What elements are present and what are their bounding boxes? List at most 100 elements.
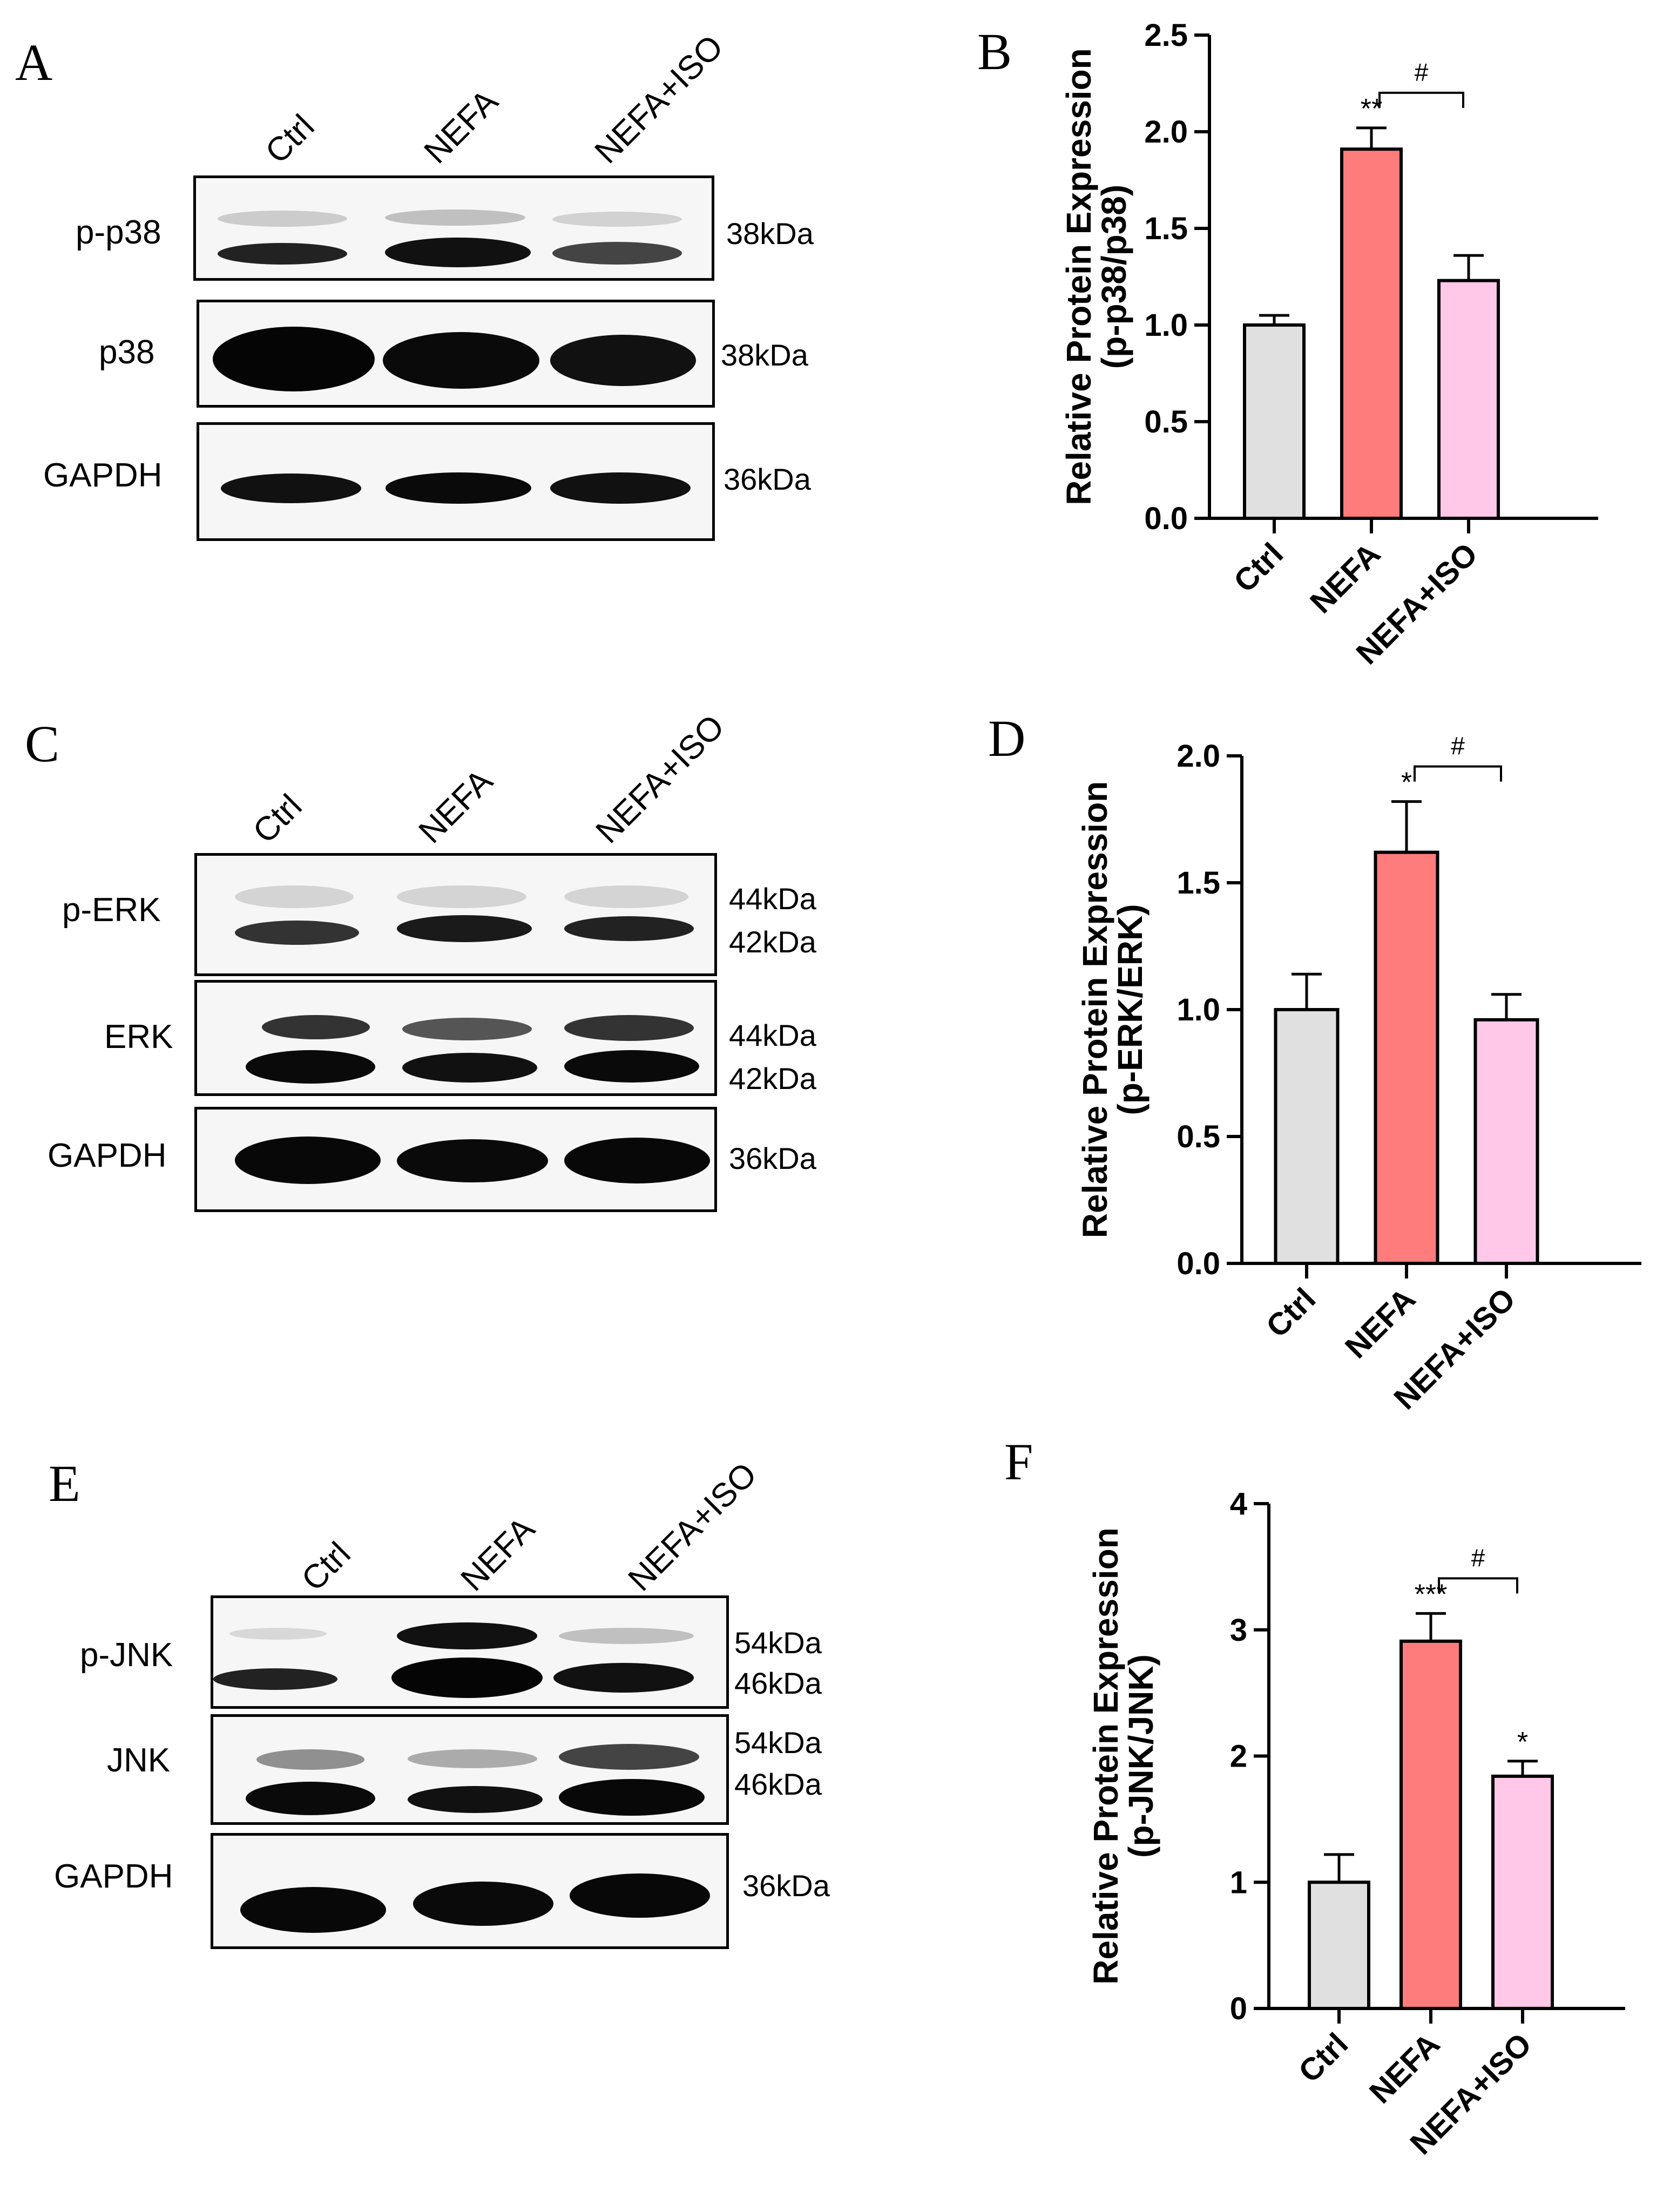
y-axis-label: Relative Protein Expression: [1059, 48, 1098, 505]
band: [552, 242, 682, 265]
x-tick-label: Ctrl: [1260, 1281, 1323, 1344]
kda-label: 42kDa: [729, 925, 816, 959]
bar: [1308, 1880, 1370, 2010]
band: [235, 1137, 381, 1184]
y-axis-label-sub: (p-p38/p38): [1094, 185, 1133, 369]
row-label-gapdh-c: GAPDH: [48, 1137, 167, 1174]
kda-label: 38kDa: [721, 338, 808, 372]
y-axis-label-sub: (p-JNK/JNK): [1121, 1654, 1160, 1858]
y-axis-label: Relative Protein Expression: [1076, 781, 1114, 1239]
y-tick-label: 2.0: [1144, 114, 1188, 150]
blot-gapdh-a: [197, 422, 715, 541]
band: [246, 1050, 375, 1084]
band: [559, 1779, 705, 1816]
bar: [1374, 850, 1439, 1266]
band: [213, 1668, 337, 1690]
kda-label: 44kDa: [729, 882, 816, 916]
band: [221, 473, 361, 503]
blot-p-jnk: [211, 1595, 729, 1709]
band: [397, 915, 532, 942]
lane-label-nefa: NEFA: [454, 1510, 542, 1599]
band: [386, 472, 531, 504]
band: [559, 1744, 699, 1770]
blot-gapdh-e: [211, 1833, 729, 1949]
lane-label-ctrl: Ctrl: [294, 1535, 358, 1599]
lane-label-nefa-iso: NEFA+ISO: [621, 1455, 764, 1599]
band: [240, 1887, 386, 1933]
bar: [1473, 1018, 1539, 1265]
y-tick-label: 2.5: [1144, 18, 1188, 53]
y-tick-label: 0.5: [1144, 404, 1188, 439]
band: [385, 238, 531, 267]
band: [408, 1749, 537, 1768]
significance-bracket: [1438, 1577, 1518, 1594]
band: [559, 1628, 694, 1644]
band: [262, 1015, 370, 1039]
kda-label: 36kDa: [742, 1869, 830, 1903]
kda-label: 36kDa: [729, 1141, 816, 1175]
band: [550, 335, 696, 386]
band: [564, 1015, 694, 1041]
blot-jnk: [211, 1714, 729, 1825]
x-tick-label: Ctrl: [1227, 536, 1290, 599]
panel-letter-a: A: [15, 33, 53, 91]
bar: [1274, 1008, 1340, 1265]
lane-label-ctrl: Ctrl: [258, 107, 322, 171]
kda-label: 54kDa: [734, 1726, 822, 1760]
kda-label: 36kDa: [724, 462, 811, 496]
x-tick-label: NEFA: [1363, 2026, 1446, 2110]
y-tick-label: 0: [1230, 1991, 1247, 2026]
row-label-p38: p38: [99, 334, 155, 371]
y-tick-label: 4: [1230, 1486, 1247, 1521]
kda-label: 44kDa: [729, 1018, 816, 1052]
kda-label: 46kDa: [734, 1767, 822, 1801]
y-tick-label: 1.5: [1144, 211, 1188, 246]
y-tick-label: 0.5: [1177, 1119, 1220, 1154]
kda-label: 42kDa: [729, 1061, 816, 1095]
y-tick-label: 0.0: [1177, 1246, 1220, 1281]
panel-letter-c: C: [25, 715, 60, 773]
band: [385, 209, 525, 226]
y-tick-label: 2: [1230, 1739, 1247, 1774]
bar: [1437, 279, 1500, 520]
kda-label: 38kDa: [726, 217, 814, 251]
row-label-p-erk: p-ERK: [62, 891, 161, 929]
significance-bracket: [1378, 91, 1464, 108]
blot-erk: [194, 980, 717, 1096]
band: [235, 885, 354, 908]
panel-letter-b: B: [977, 23, 1012, 80]
bar: [1243, 323, 1306, 520]
row-label-p-p38: p-p38: [76, 214, 161, 251]
band: [397, 1139, 548, 1182]
row-label-gapdh-e: GAPDH: [54, 1858, 173, 1895]
row-label-p-jnk: p-JNK: [80, 1636, 173, 1674]
row-label-jnk: JNK: [107, 1742, 171, 1779]
y-tick-label: 1.5: [1177, 865, 1220, 901]
band: [564, 1050, 699, 1083]
band: [218, 243, 347, 265]
band: [564, 885, 688, 908]
band: [408, 1786, 543, 1813]
y-axis-label: Relative Protein Expression: [1086, 1527, 1125, 1985]
band: [246, 1782, 375, 1815]
band: [550, 472, 691, 504]
significance-label: ***: [1415, 1579, 1448, 1610]
panel-letter-d: D: [988, 709, 1026, 767]
band: [402, 1053, 537, 1083]
blot-p-erk: [194, 853, 717, 976]
bar: [1491, 1774, 1554, 2011]
band: [564, 916, 694, 941]
chart-f: 0 1 2 3 4 Relative Protein Expression(p-JNK/J…: [1086, 1486, 1625, 2161]
y-tick-label: 2.0: [1177, 739, 1220, 774]
chart-b: 0.0 0.5 1.0 1.5 2.0 2.5 Relative Protein Expre…: [1059, 18, 1598, 671]
band: [397, 1622, 537, 1649]
kda-label: 54kDa: [734, 1626, 822, 1660]
lane-label-nefa: NEFA: [411, 762, 500, 851]
y-axis-label-sub: (p-ERK/ERK): [1111, 904, 1150, 1115]
band: [413, 1882, 553, 1926]
band: [213, 327, 375, 391]
y-tick-label: 3: [1230, 1613, 1247, 1648]
band: [256, 1749, 364, 1770]
significance-bracket: [1414, 765, 1502, 782]
bracket-label: #: [1451, 732, 1465, 760]
